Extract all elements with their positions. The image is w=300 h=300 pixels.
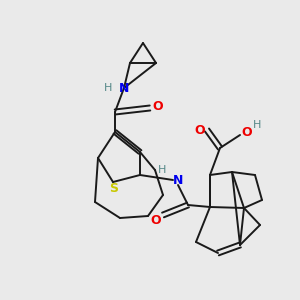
Text: N: N xyxy=(119,82,129,94)
Text: O: O xyxy=(242,127,252,140)
Text: H: H xyxy=(104,83,112,93)
Text: S: S xyxy=(110,182,118,196)
Text: O: O xyxy=(195,124,205,136)
Text: O: O xyxy=(153,100,163,113)
Text: H: H xyxy=(158,165,166,175)
Text: H: H xyxy=(253,120,261,130)
Text: N: N xyxy=(173,173,183,187)
Text: O: O xyxy=(151,214,161,226)
